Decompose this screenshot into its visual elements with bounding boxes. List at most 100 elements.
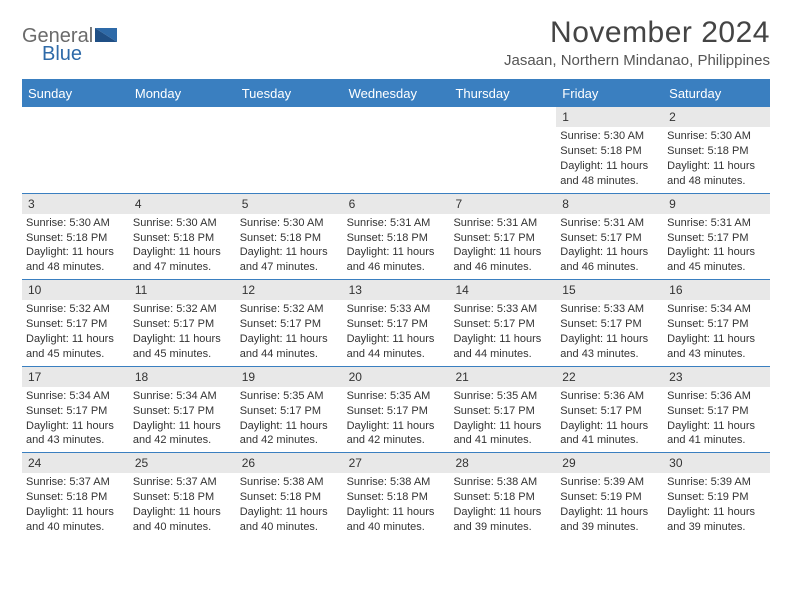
day-detail-line: Sunrise: 5:33 AM bbox=[347, 302, 446, 317]
day-detail-line: Daylight: 11 hours bbox=[560, 159, 659, 174]
day-detail-line: and 42 minutes. bbox=[240, 433, 339, 448]
day-cell: 27Sunrise: 5:38 AMSunset: 5:18 PMDayligh… bbox=[343, 453, 450, 539]
day-number: 4 bbox=[129, 194, 236, 214]
day-detail-line: Sunset: 5:17 PM bbox=[667, 231, 766, 246]
day-header: Friday bbox=[556, 81, 663, 107]
day-header: Wednesday bbox=[343, 81, 450, 107]
day-number: 20 bbox=[343, 367, 450, 387]
day-headers-row: Sunday Monday Tuesday Wednesday Thursday… bbox=[22, 81, 770, 107]
day-detail-line: and 39 minutes. bbox=[560, 520, 659, 535]
day-cell: 18Sunrise: 5:34 AMSunset: 5:17 PMDayligh… bbox=[129, 367, 236, 453]
day-detail-line: Sunrise: 5:32 AM bbox=[133, 302, 232, 317]
day-number: 8 bbox=[556, 194, 663, 214]
day-detail-line: Sunset: 5:17 PM bbox=[453, 317, 552, 332]
day-cell bbox=[22, 107, 129, 193]
day-cell: 22Sunrise: 5:36 AMSunset: 5:17 PMDayligh… bbox=[556, 367, 663, 453]
day-detail-line: Daylight: 11 hours bbox=[667, 332, 766, 347]
day-detail-line: Sunset: 5:17 PM bbox=[240, 317, 339, 332]
day-detail-line: and 41 minutes. bbox=[453, 433, 552, 448]
day-detail-line: Sunrise: 5:30 AM bbox=[133, 216, 232, 231]
day-number: 1 bbox=[556, 107, 663, 127]
day-detail-line: Sunrise: 5:33 AM bbox=[560, 302, 659, 317]
day-detail-line: Daylight: 11 hours bbox=[560, 419, 659, 434]
header: General Blue November 2024 Jasaan, North… bbox=[22, 16, 770, 69]
week-row: 17Sunrise: 5:34 AMSunset: 5:17 PMDayligh… bbox=[22, 366, 770, 453]
day-detail-line: Sunrise: 5:32 AM bbox=[26, 302, 125, 317]
day-detail-line: and 40 minutes. bbox=[133, 520, 232, 535]
day-detail-line: Sunset: 5:17 PM bbox=[133, 404, 232, 419]
day-detail-line: Daylight: 11 hours bbox=[26, 419, 125, 434]
day-cell: 28Sunrise: 5:38 AMSunset: 5:18 PMDayligh… bbox=[449, 453, 556, 539]
day-cell: 8Sunrise: 5:31 AMSunset: 5:17 PMDaylight… bbox=[556, 194, 663, 280]
day-detail-line: and 47 minutes. bbox=[240, 260, 339, 275]
day-detail-line: Sunrise: 5:35 AM bbox=[240, 389, 339, 404]
day-detail-line: Daylight: 11 hours bbox=[133, 332, 232, 347]
day-number: 6 bbox=[343, 194, 450, 214]
day-detail-line: Sunrise: 5:39 AM bbox=[560, 475, 659, 490]
day-detail-line: and 46 minutes. bbox=[347, 260, 446, 275]
day-detail-line: Sunset: 5:17 PM bbox=[240, 404, 339, 419]
day-detail-line: Sunrise: 5:30 AM bbox=[240, 216, 339, 231]
day-detail-line: Daylight: 11 hours bbox=[560, 505, 659, 520]
day-detail-line: Sunrise: 5:31 AM bbox=[560, 216, 659, 231]
day-number: 9 bbox=[663, 194, 770, 214]
day-cell: 6Sunrise: 5:31 AMSunset: 5:18 PMDaylight… bbox=[343, 194, 450, 280]
day-detail-line: Sunset: 5:17 PM bbox=[560, 231, 659, 246]
day-detail-line: Sunset: 5:17 PM bbox=[667, 404, 766, 419]
day-detail-line: Daylight: 11 hours bbox=[240, 332, 339, 347]
day-detail-line: Sunset: 5:19 PM bbox=[667, 490, 766, 505]
day-cell: 16Sunrise: 5:34 AMSunset: 5:17 PMDayligh… bbox=[663, 280, 770, 366]
logo-icon: General Blue bbox=[22, 22, 132, 62]
day-cell: 19Sunrise: 5:35 AMSunset: 5:17 PMDayligh… bbox=[236, 367, 343, 453]
day-detail-line: and 41 minutes. bbox=[667, 433, 766, 448]
day-cell bbox=[129, 107, 236, 193]
day-detail-line: and 42 minutes. bbox=[347, 433, 446, 448]
day-detail-line: Sunset: 5:18 PM bbox=[347, 490, 446, 505]
day-detail-line: and 40 minutes. bbox=[240, 520, 339, 535]
day-detail-line: Sunset: 5:17 PM bbox=[453, 231, 552, 246]
day-detail-line: and 46 minutes. bbox=[560, 260, 659, 275]
day-cell bbox=[449, 107, 556, 193]
day-header: Thursday bbox=[449, 81, 556, 107]
day-cell: 21Sunrise: 5:35 AMSunset: 5:17 PMDayligh… bbox=[449, 367, 556, 453]
day-number: 22 bbox=[556, 367, 663, 387]
logo-text-2: Blue bbox=[42, 43, 82, 62]
day-number: 13 bbox=[343, 280, 450, 300]
day-cell: 29Sunrise: 5:39 AMSunset: 5:19 PMDayligh… bbox=[556, 453, 663, 539]
day-cell: 2Sunrise: 5:30 AMSunset: 5:18 PMDaylight… bbox=[663, 107, 770, 193]
day-detail-line: Sunrise: 5:31 AM bbox=[667, 216, 766, 231]
day-cell: 15Sunrise: 5:33 AMSunset: 5:17 PMDayligh… bbox=[556, 280, 663, 366]
day-detail-line: Sunrise: 5:34 AM bbox=[133, 389, 232, 404]
location: Jasaan, Northern Mindanao, Philippines bbox=[504, 52, 770, 69]
day-detail-line: Daylight: 11 hours bbox=[560, 332, 659, 347]
day-number: 15 bbox=[556, 280, 663, 300]
day-detail-line: Daylight: 11 hours bbox=[667, 419, 766, 434]
day-detail-line: Sunrise: 5:35 AM bbox=[347, 389, 446, 404]
week-row: 3Sunrise: 5:30 AMSunset: 5:18 PMDaylight… bbox=[22, 193, 770, 280]
month-title: November 2024 bbox=[504, 16, 770, 50]
day-detail-line: Daylight: 11 hours bbox=[453, 505, 552, 520]
day-detail-line: and 43 minutes. bbox=[667, 347, 766, 362]
day-number: 25 bbox=[129, 453, 236, 473]
day-number: 18 bbox=[129, 367, 236, 387]
day-detail-line: Sunset: 5:17 PM bbox=[347, 404, 446, 419]
day-detail-line: Sunrise: 5:37 AM bbox=[133, 475, 232, 490]
day-detail-line: Daylight: 11 hours bbox=[133, 505, 232, 520]
day-detail-line: Daylight: 11 hours bbox=[240, 505, 339, 520]
day-detail-line: and 46 minutes. bbox=[453, 260, 552, 275]
day-detail-line: Sunset: 5:18 PM bbox=[26, 490, 125, 505]
day-detail-line: Sunset: 5:17 PM bbox=[667, 317, 766, 332]
day-detail-line: Daylight: 11 hours bbox=[26, 505, 125, 520]
day-cell: 7Sunrise: 5:31 AMSunset: 5:17 PMDaylight… bbox=[449, 194, 556, 280]
day-detail-line: Daylight: 11 hours bbox=[347, 245, 446, 260]
day-detail-line: Daylight: 11 hours bbox=[347, 505, 446, 520]
day-header: Monday bbox=[129, 81, 236, 107]
day-detail-line: Daylight: 11 hours bbox=[26, 332, 125, 347]
day-detail-line: Sunrise: 5:36 AM bbox=[667, 389, 766, 404]
day-detail-line: and 45 minutes. bbox=[26, 347, 125, 362]
day-number: 14 bbox=[449, 280, 556, 300]
day-cell bbox=[236, 107, 343, 193]
day-detail-line: Daylight: 11 hours bbox=[347, 332, 446, 347]
day-number: 7 bbox=[449, 194, 556, 214]
day-cell: 17Sunrise: 5:34 AMSunset: 5:17 PMDayligh… bbox=[22, 367, 129, 453]
